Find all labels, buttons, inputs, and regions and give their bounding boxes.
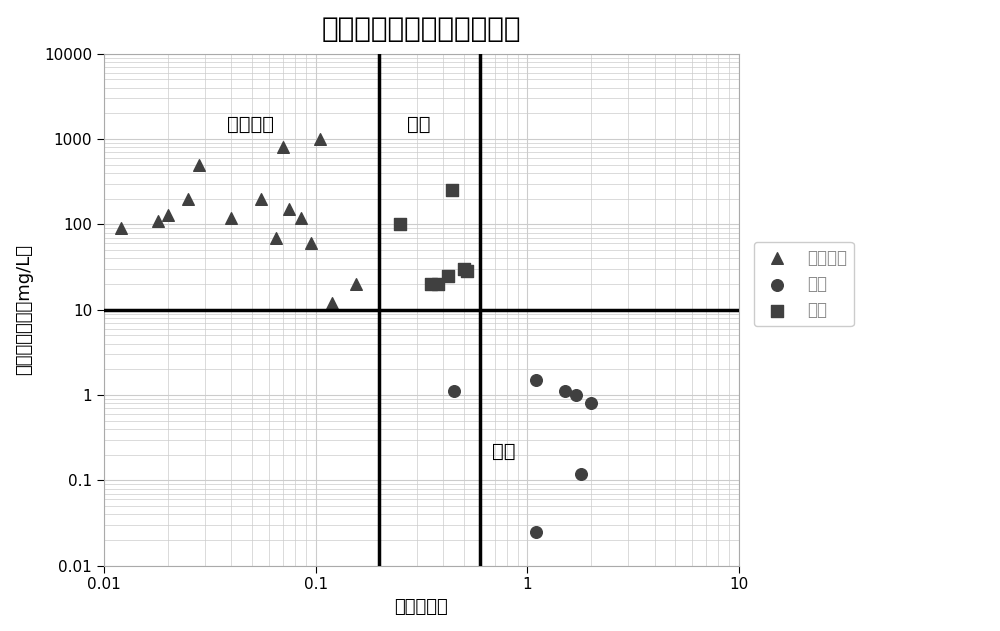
X-axis label: 油水变化率: 油水变化率 <box>395 598 448 616</box>
水层 <box>528 375 544 385</box>
油层 <box>423 279 439 289</box>
含油水层 <box>180 194 196 204</box>
含油水层 <box>160 209 176 220</box>
油层 <box>444 186 460 196</box>
含油水层 <box>293 213 309 223</box>
油层 <box>430 279 446 289</box>
含油水层 <box>312 134 328 144</box>
Title: 实测含油浓度与油水变化率: 实测含油浓度与油水变化率 <box>322 15 521 43</box>
Legend: 含油水层, 水层, 油层: 含油水层, 水层, 油层 <box>754 242 854 326</box>
含油水层 <box>303 239 319 249</box>
水层 <box>557 386 573 396</box>
Y-axis label: 实测含油浓度（mg/L）: 实测含油浓度（mg/L） <box>15 244 33 375</box>
Text: 水层: 水层 <box>492 442 515 461</box>
水层 <box>573 468 589 478</box>
含油水层 <box>113 223 129 233</box>
含油水层 <box>150 216 166 226</box>
Text: 含油水层: 含油水层 <box>227 114 274 134</box>
水层 <box>568 390 584 400</box>
Text: 油层: 油层 <box>407 114 430 134</box>
含油水层 <box>253 194 269 204</box>
油层 <box>392 220 408 230</box>
油层 <box>440 271 456 281</box>
含油水层 <box>223 213 239 223</box>
含油水层 <box>281 204 297 215</box>
水层 <box>528 527 544 537</box>
含油水层 <box>191 160 207 170</box>
油层 <box>459 266 475 276</box>
含油水层 <box>348 279 364 289</box>
含油水层 <box>268 232 284 242</box>
含油水层 <box>324 298 340 308</box>
水层 <box>446 386 462 396</box>
水层 <box>583 398 599 408</box>
含油水层 <box>275 142 291 152</box>
油层 <box>456 264 472 274</box>
